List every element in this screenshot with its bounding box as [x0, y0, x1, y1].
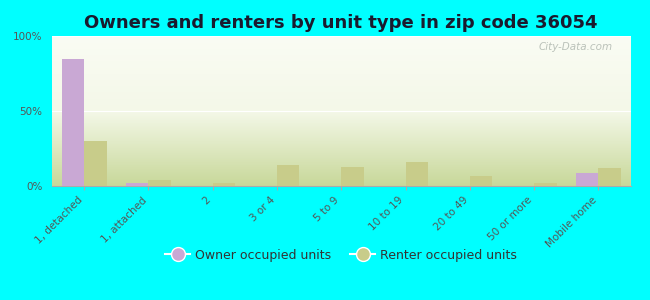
Bar [599, 168, 621, 186]
Text: City-Data.com: City-Data.com [539, 42, 613, 52]
Bar [341, 167, 364, 186]
Bar [470, 176, 492, 186]
Bar [126, 183, 148, 186]
Bar [534, 183, 556, 186]
Bar [148, 180, 171, 186]
Bar [576, 172, 599, 186]
Bar [277, 165, 300, 186]
Bar [406, 162, 428, 186]
Legend: Owner occupied units, Renter occupied units: Owner occupied units, Renter occupied un… [161, 244, 522, 267]
Bar [213, 183, 235, 186]
Bar [84, 141, 107, 186]
Title: Owners and renters by unit type in zip code 36054: Owners and renters by unit type in zip c… [84, 14, 598, 32]
Bar [62, 58, 84, 186]
